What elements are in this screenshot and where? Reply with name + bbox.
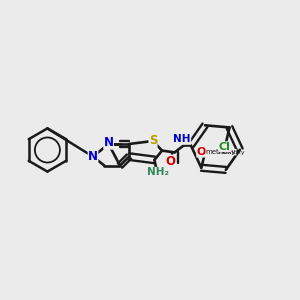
Text: Cl: Cl bbox=[219, 142, 231, 152]
Text: O: O bbox=[165, 155, 175, 168]
Text: N: N bbox=[88, 150, 98, 163]
Text: NH₂: NH₂ bbox=[147, 167, 169, 177]
Text: N: N bbox=[103, 136, 114, 149]
Text: methoxy: methoxy bbox=[206, 149, 236, 155]
Text: methoxy: methoxy bbox=[218, 150, 245, 155]
Text: S: S bbox=[149, 134, 157, 148]
Text: NH: NH bbox=[173, 134, 191, 145]
Text: O: O bbox=[196, 147, 206, 157]
